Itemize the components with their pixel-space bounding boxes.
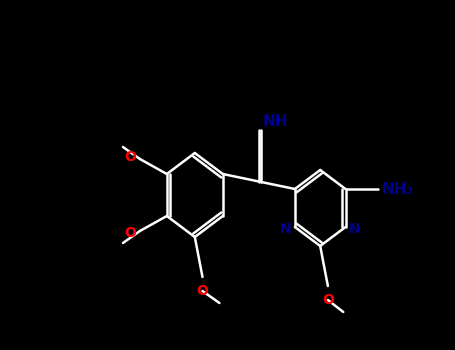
Text: O: O	[125, 226, 136, 240]
Text: N: N	[280, 222, 292, 236]
Text: NH₂: NH₂	[382, 182, 414, 196]
Text: NH: NH	[263, 114, 288, 129]
Text: O: O	[125, 150, 136, 164]
Text: O: O	[197, 284, 208, 298]
Text: N: N	[349, 222, 360, 236]
Text: O: O	[322, 293, 334, 307]
